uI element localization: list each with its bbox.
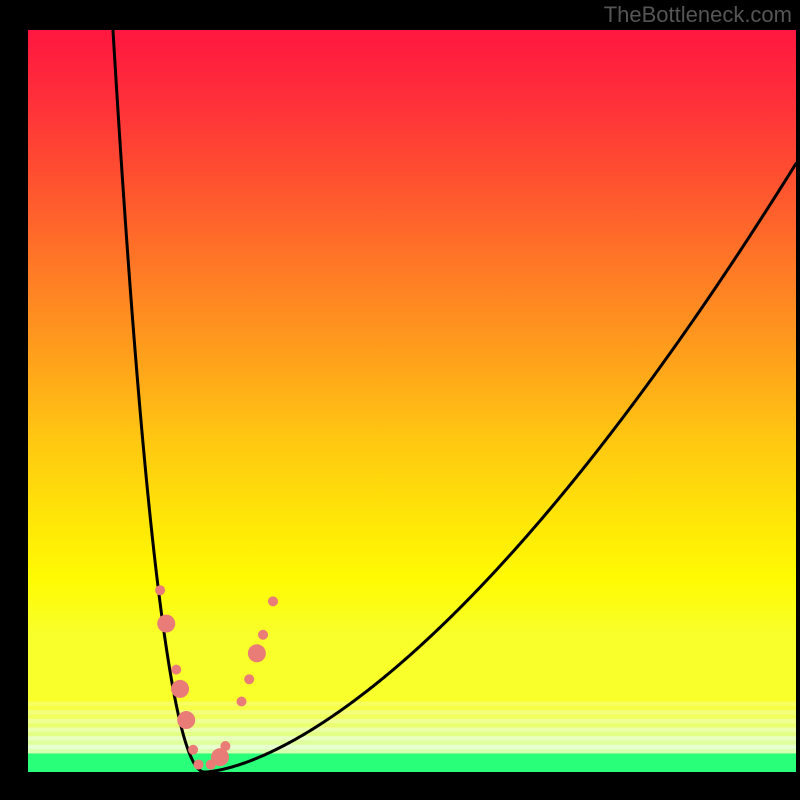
- watermark-text: TheBottleneck.com: [604, 2, 792, 28]
- data-marker: [177, 711, 195, 729]
- soft-band-highlight: [28, 736, 796, 740]
- data-marker: [188, 745, 198, 755]
- soft-band-highlight: [28, 710, 796, 714]
- data-marker: [194, 760, 204, 770]
- soft-band-highlight: [28, 719, 796, 723]
- green-strip: [28, 753, 796, 772]
- soft-band-highlight: [28, 702, 796, 706]
- data-marker: [155, 585, 165, 595]
- data-marker: [268, 596, 278, 606]
- data-marker: [157, 615, 175, 633]
- chart-container: TheBottleneck.com: [0, 0, 800, 800]
- data-marker: [258, 630, 268, 640]
- data-marker: [248, 644, 266, 662]
- data-marker: [220, 741, 230, 751]
- plot-area: [28, 30, 796, 772]
- data-marker: [171, 665, 181, 675]
- soft-band-highlight: [28, 727, 796, 731]
- data-marker: [171, 680, 189, 698]
- gradient-background-main: [28, 30, 796, 702]
- data-marker: [237, 697, 247, 707]
- data-marker: [244, 674, 254, 684]
- soft-band-highlight: [28, 745, 796, 749]
